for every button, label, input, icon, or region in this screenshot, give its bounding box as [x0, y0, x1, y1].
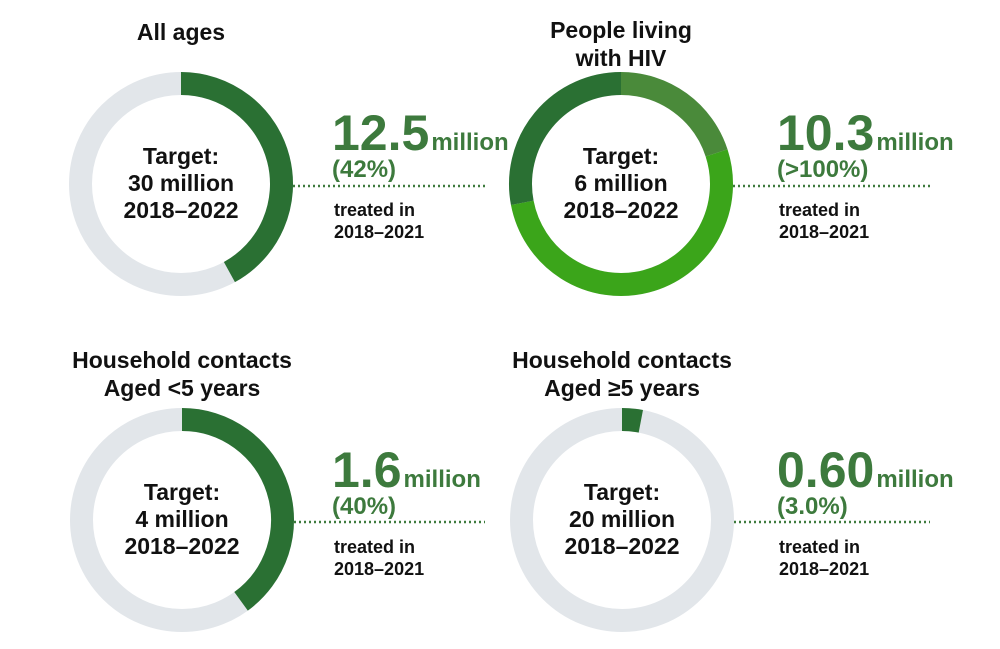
center-target-text: 4 million: [135, 506, 228, 532]
treated-number: 12.5: [332, 105, 429, 161]
donut-segment: [621, 408, 643, 433]
treated-note: treated in: [334, 537, 415, 557]
treated-number: 10.3: [777, 105, 874, 161]
center-target-text: 20 million: [569, 506, 675, 532]
donut-segment: [510, 149, 733, 296]
treated-unit: million: [404, 466, 481, 493]
panel-title: with HIV: [575, 45, 667, 71]
treated-value: 10.3million: [777, 105, 954, 161]
donut-segment: [509, 72, 622, 205]
center-target-text: Target:: [143, 143, 219, 169]
center-target-text: 2018–2022: [123, 197, 238, 223]
donut-segment: [620, 72, 728, 157]
treated-note: treated in: [334, 200, 415, 220]
treated-unit: million: [876, 129, 953, 156]
panel-title: Household contacts: [512, 347, 732, 373]
center-target-text: Target:: [583, 143, 659, 169]
treated-number: 0.60: [777, 442, 874, 498]
treated-note: 2018–2021: [334, 222, 424, 242]
center-target-text: 2018–2022: [124, 533, 239, 559]
treated-unit: million: [431, 129, 508, 156]
panel-title: Aged <5 years: [104, 375, 261, 401]
donut-segment: [181, 408, 294, 611]
treated-value: 0.60million: [777, 442, 954, 498]
panel-title: Household contacts: [72, 347, 292, 373]
treated-note: 2018–2021: [779, 559, 869, 579]
donut-segment: [180, 72, 293, 283]
treated-note: treated in: [779, 537, 860, 557]
panel-title: All ages: [137, 19, 225, 45]
center-target-text: 2018–2022: [563, 197, 678, 223]
treated-value: 1.6million: [332, 442, 481, 498]
treated-number: 1.6: [332, 442, 402, 498]
center-target-text: Target:: [584, 479, 660, 505]
treated-value: 12.5million: [332, 105, 509, 161]
center-target-text: Target:: [144, 479, 220, 505]
panel-title: People living: [550, 17, 692, 43]
center-target-text: 2018–2022: [564, 533, 679, 559]
treated-note: 2018–2021: [334, 559, 424, 579]
treated-unit: million: [876, 466, 953, 493]
percent-label: (3.0%): [777, 493, 848, 520]
treated-note: 2018–2021: [779, 222, 869, 242]
center-target-text: 30 million: [128, 170, 234, 196]
percent-label: (>100%): [777, 156, 868, 183]
percent-label: (42%): [332, 156, 396, 183]
percent-label: (40%): [332, 493, 396, 520]
center-target-text: 6 million: [574, 170, 667, 196]
panel-title: Aged ≥5 years: [544, 375, 700, 401]
treated-note: treated in: [779, 200, 860, 220]
